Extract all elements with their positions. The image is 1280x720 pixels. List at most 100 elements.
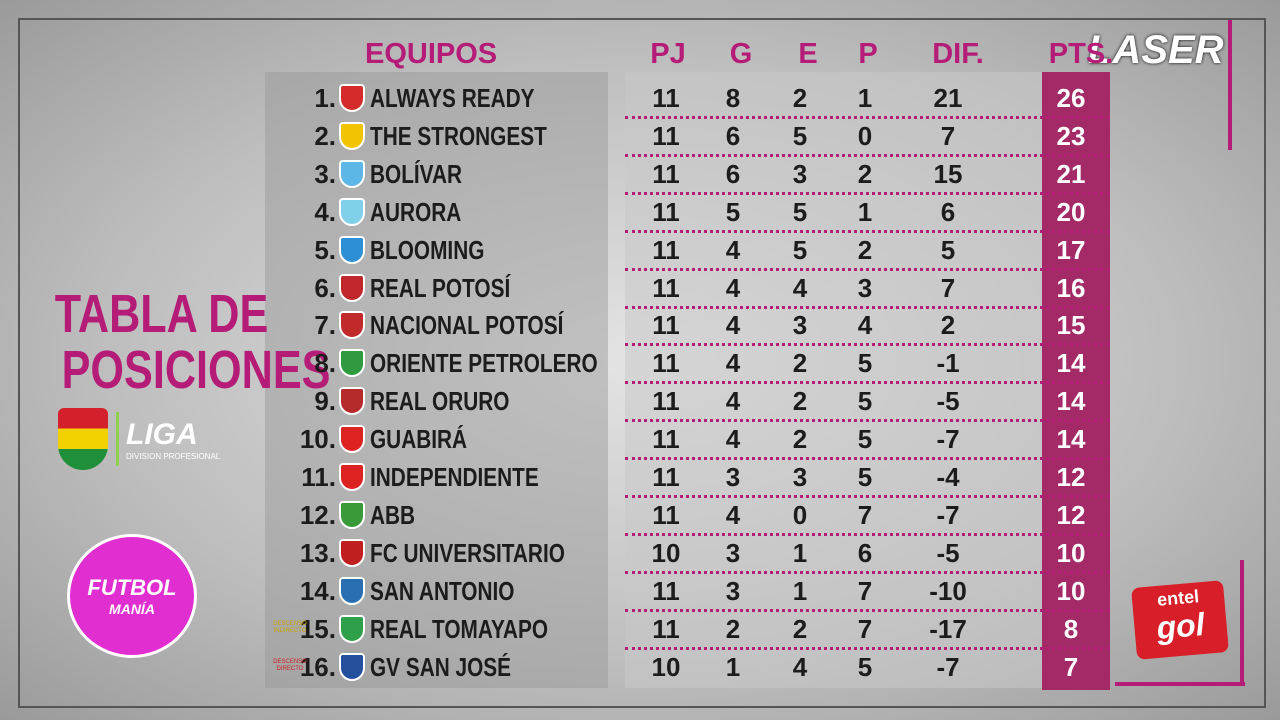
stat: 3 [725,575,741,606]
team-name: BLOOMING [370,234,485,265]
stat: 7 [857,499,873,530]
stat: 11 [652,424,680,455]
stat: 1 [725,651,741,682]
stat: 3 [725,537,741,568]
stat: -7 [936,651,960,682]
row-separator [625,267,1110,271]
team-name: AURORA [370,196,462,227]
sponsor-line: gol [1155,605,1206,647]
row-separator [625,646,1110,650]
stat: 4 [792,272,808,303]
stat: 11 [652,83,680,113]
team-name-cell: REAL TOMAYAPO [370,614,593,644]
stat: 7 [940,272,956,303]
row-separator [625,495,1110,498]
team-name-cell: GV SAN JOSÉ [370,652,546,682]
rank: 6. [314,272,336,303]
row-separator [625,191,1110,195]
stat: -7 [936,424,960,455]
team-name-cell: ABB [370,500,426,530]
stat: 5 [792,234,808,265]
column-header: E [798,38,818,70]
relegation-note: DESCENSO INDIRECTO [273,620,307,634]
stat: -5 [936,537,960,568]
team-logo [339,349,365,378]
stat: 5 [857,651,873,682]
stat: 11 [652,613,680,644]
stat: 2 [792,613,808,644]
stat: 11 [652,158,680,189]
stat: 7 [940,120,956,151]
team-logo [339,500,365,529]
team-name: ORIENTE PETROLERO [370,348,598,379]
team-name-cell: INDEPENDIENTE [370,462,581,492]
row-separator [625,343,1110,347]
stat: 2 [792,424,808,455]
rank: 13. [299,537,336,568]
team-panel [265,72,608,688]
stat: 6 [940,196,956,227]
stat: 2 [792,83,808,113]
stat: 15 [933,158,963,189]
rank: 14. [299,575,336,606]
stat: -10 [929,575,967,606]
stat: -1 [936,348,960,379]
stat: 6 [725,158,741,189]
rank: 7. [314,310,336,341]
accent [1115,682,1245,686]
stat: 10 [651,537,681,568]
stat: 1 [792,575,808,606]
stat: 3 [792,462,808,492]
relegation-note: DESCENSO DIRECTO [273,658,307,672]
rank: 15. [299,613,336,644]
row-separator [625,305,1110,309]
stat: 1 [792,537,808,568]
team-name: FC UNIVERSITARIO [370,537,565,568]
team-logo [339,614,365,643]
stat: 5 [857,386,873,417]
row-separator [625,457,1110,461]
points: 12 [1056,499,1086,530]
points: 14 [1056,386,1086,417]
stat: 4 [725,310,741,341]
stat: 11 [652,272,680,303]
rank: 8. [314,348,336,379]
stat: 11 [652,386,680,417]
column-header: PTS. [1048,38,1114,70]
title-line: TABLA DE [28,284,269,344]
points: 10 [1056,575,1086,606]
rank: 12. [299,499,336,530]
stat: 11 [652,575,680,606]
team-logo [339,576,365,605]
stat: 11 [652,499,680,530]
stats-panel [625,72,1042,688]
stat: 6 [725,120,741,151]
team-name-cell: AURORA [370,197,484,227]
team-name-cell: ALWAYS READY [370,83,576,113]
stat: 4 [725,424,741,455]
team-name-cell: ORIENTE PETROLERO [370,348,655,378]
stat: 11 [652,234,680,265]
points-panel [1042,72,1110,690]
stat: 2 [792,386,808,417]
team-name-cell: GUABIRÁ [370,424,491,454]
stat: 4 [857,310,873,341]
points: 10 [1056,537,1086,568]
league-subtitle: DIVISION PROFESIONAL [126,452,221,461]
stat: 3 [792,310,808,341]
rank: 2. [314,120,336,151]
points: 7 [1063,651,1079,682]
points: 23 [1056,120,1086,151]
title-text: TABLA DE [54,284,269,344]
stat: 4 [725,499,741,530]
stat: 3 [725,462,741,492]
title-line: POSICIONES [28,342,331,398]
team-name: INDEPENDIENTE [370,462,539,492]
team-name-cell: REAL POTOSÍ [370,273,545,303]
stat: 5 [857,348,873,379]
points: 26 [1056,83,1086,113]
team-name: REAL ORURO [370,386,510,417]
stat: -17 [929,613,967,644]
points: 17 [1056,234,1086,265]
team-name: BOLÍVAR [370,158,463,189]
